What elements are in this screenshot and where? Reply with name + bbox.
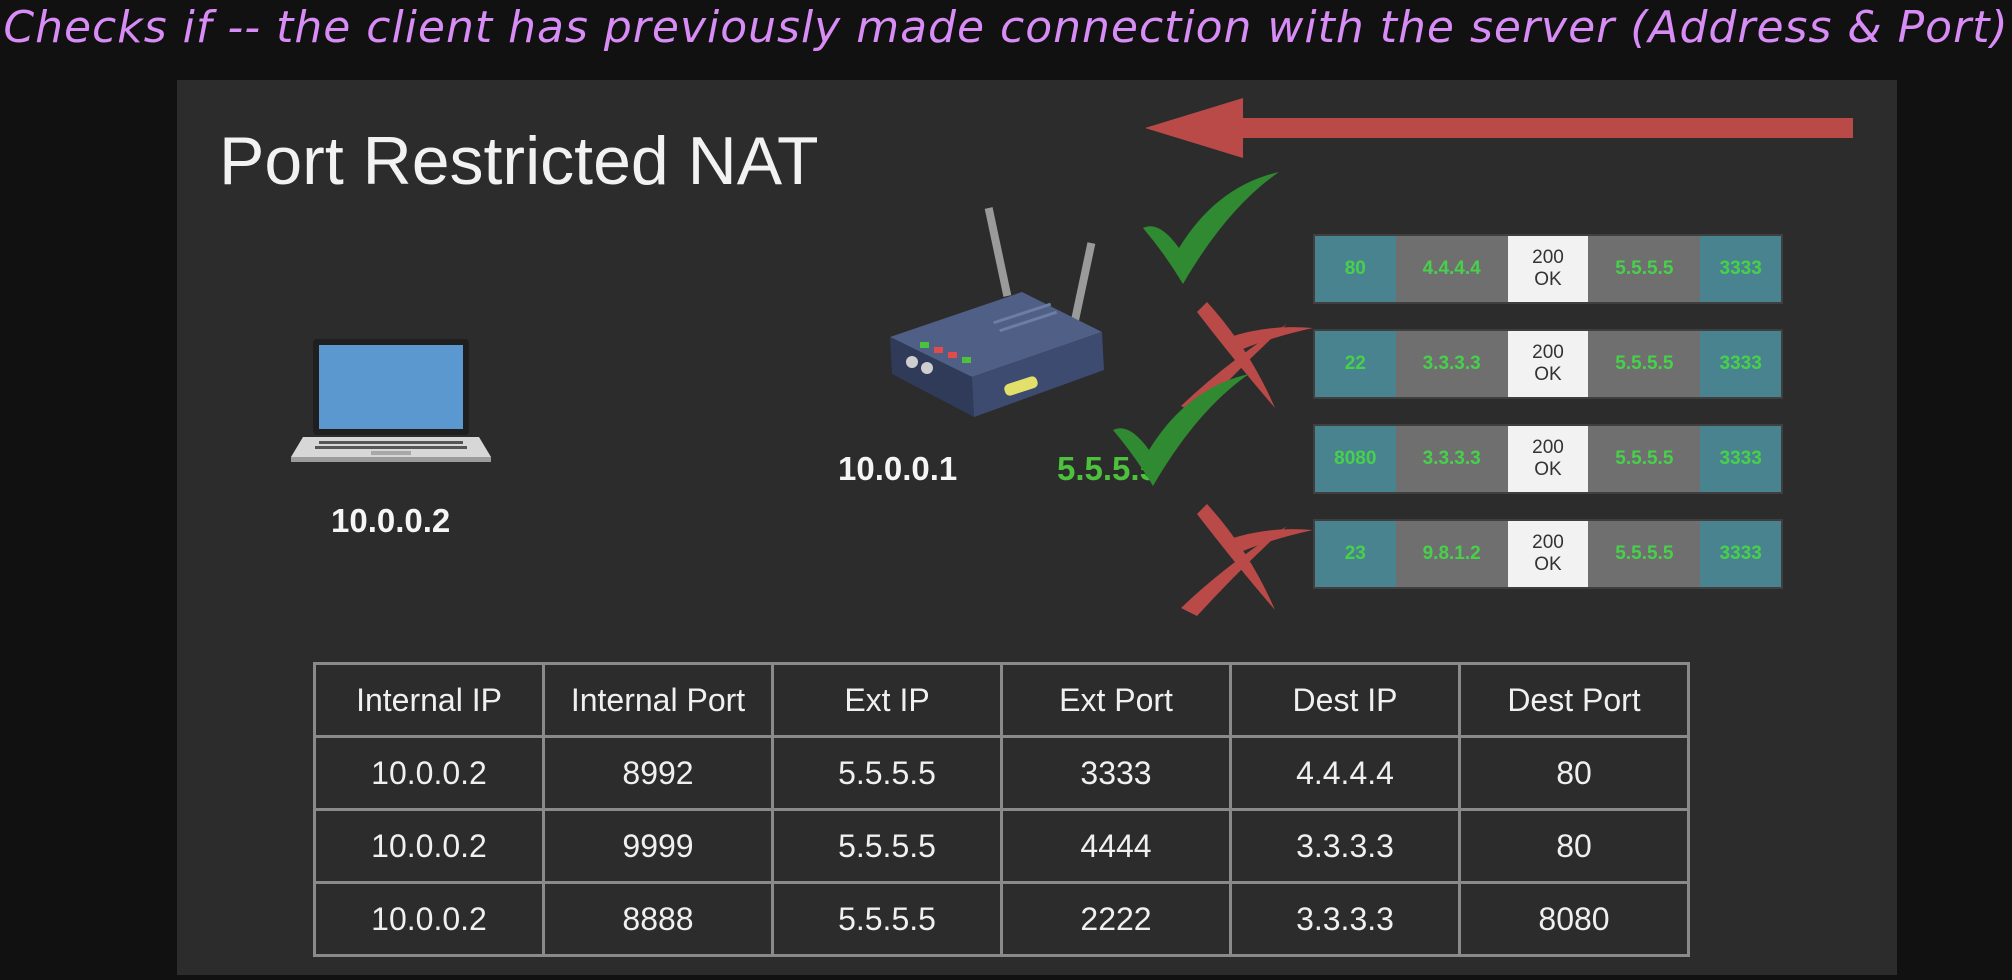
table-cell: 5.5.5.5 — [771, 808, 1003, 884]
table-cell: 10.0.0.2 — [313, 735, 545, 811]
packet-row: 23 9.8.1.2 200 OK 5.5.5.5 3333 — [1313, 519, 1783, 589]
table-cell: 3.3.3.3 — [1229, 808, 1461, 884]
table-cell: 8888 — [542, 881, 774, 957]
column-header: Ext IP — [771, 662, 1003, 738]
column-header: Internal Port — [542, 662, 774, 738]
packet-dst-port: 3333 — [1700, 426, 1781, 492]
table-cell: 5.5.5.5 — [771, 881, 1003, 957]
packet-src-ip: 9.8.1.2 — [1395, 521, 1508, 587]
table-cell: 8080 — [1458, 881, 1690, 957]
packet-status-text: OK — [1534, 459, 1562, 480]
slide-title: Port Restricted NAT — [219, 123, 819, 199]
packet-status-code: 200 — [1532, 342, 1564, 363]
packet-src-port: 8080 — [1315, 426, 1396, 492]
router-internal-ip-label: 10.0.0.1 — [838, 450, 958, 487]
check-icon — [1113, 374, 1249, 486]
table-cell: 80 — [1458, 735, 1690, 811]
client-ip-label: 10.0.0.2 — [331, 502, 451, 539]
packet-status-text: OK — [1534, 269, 1562, 290]
slide: Port Restricted NAT 10.0.0.2 — [177, 80, 1897, 975]
table-cell: 2222 — [1000, 881, 1232, 957]
table-cell: 3.3.3.3 — [1229, 881, 1461, 957]
packet-status-code: 200 — [1532, 247, 1564, 268]
packet-dst-port: 3333 — [1700, 236, 1781, 302]
packet-dst-ip: 5.5.5.5 — [1588, 331, 1701, 397]
table-cell: 9999 — [542, 808, 774, 884]
packet-src-port: 23 — [1315, 521, 1396, 587]
packet-status-code: 200 — [1532, 437, 1564, 458]
packet-status: 200 OK — [1507, 236, 1589, 302]
packet-status: 200 OK — [1507, 521, 1589, 587]
packet-status: 200 OK — [1507, 426, 1589, 492]
packet-status: 200 OK — [1507, 331, 1589, 397]
table-cell: 4.4.4.4 — [1229, 735, 1461, 811]
packet-dst-ip: 5.5.5.5 — [1588, 236, 1701, 302]
packet-row: 80 4.4.4.4 200 OK 5.5.5.5 3333 — [1313, 234, 1783, 304]
caption: Checks if -- the client has previously m… — [3, 2, 2009, 53]
table-cell: 3333 — [1000, 735, 1232, 811]
table-header-row: Internal IP Internal Port Ext IP Ext Por… — [313, 662, 1690, 738]
table-cell: 8992 — [542, 735, 774, 811]
table-cell: 80 — [1458, 808, 1690, 884]
laptop-icon — [291, 339, 491, 462]
packet-src-ip: 4.4.4.4 — [1395, 236, 1508, 302]
packet-row: 8080 3.3.3.3 200 OK 5.5.5.5 3333 — [1313, 424, 1783, 494]
cross-icon — [1181, 504, 1313, 616]
table-row: 10.0.0.2 8888 5.5.5.5 2222 3.3.3.3 8080 — [313, 881, 1690, 957]
arrow-left-icon — [1145, 98, 1853, 158]
packet-dst-port: 3333 — [1700, 521, 1781, 587]
router-icon — [890, 207, 1104, 417]
packet-src-port: 80 — [1315, 236, 1396, 302]
packet-status-text: OK — [1534, 554, 1562, 575]
packet-src-ip: 3.3.3.3 — [1395, 426, 1508, 492]
table-cell: 10.0.0.2 — [313, 881, 545, 957]
column-header: Dest IP — [1229, 662, 1461, 738]
table-cell: 10.0.0.2 — [313, 808, 545, 884]
column-header: Ext Port — [1000, 662, 1232, 738]
column-header: Internal IP — [313, 662, 545, 738]
packet-status-text: OK — [1534, 364, 1562, 385]
packet-dst-port: 3333 — [1700, 331, 1781, 397]
packet-dst-ip: 5.5.5.5 — [1588, 426, 1701, 492]
nat-table: Internal IP Internal Port Ext IP Ext Por… — [313, 662, 1690, 957]
packet-src-ip: 3.3.3.3 — [1395, 331, 1508, 397]
table-cell: 4444 — [1000, 808, 1232, 884]
table-row: 10.0.0.2 9999 5.5.5.5 4444 3.3.3.3 80 — [313, 808, 1690, 884]
packet-row: 22 3.3.3.3 200 OK 5.5.5.5 3333 — [1313, 329, 1783, 399]
table-row: 10.0.0.2 8992 5.5.5.5 3333 4.4.4.4 80 — [313, 735, 1690, 811]
check-icon — [1143, 172, 1279, 284]
packet-dst-ip: 5.5.5.5 — [1588, 521, 1701, 587]
column-header: Dest Port — [1458, 662, 1690, 738]
packet-status-code: 200 — [1532, 532, 1564, 553]
table-cell: 5.5.5.5 — [771, 735, 1003, 811]
packet-src-port: 22 — [1315, 331, 1396, 397]
